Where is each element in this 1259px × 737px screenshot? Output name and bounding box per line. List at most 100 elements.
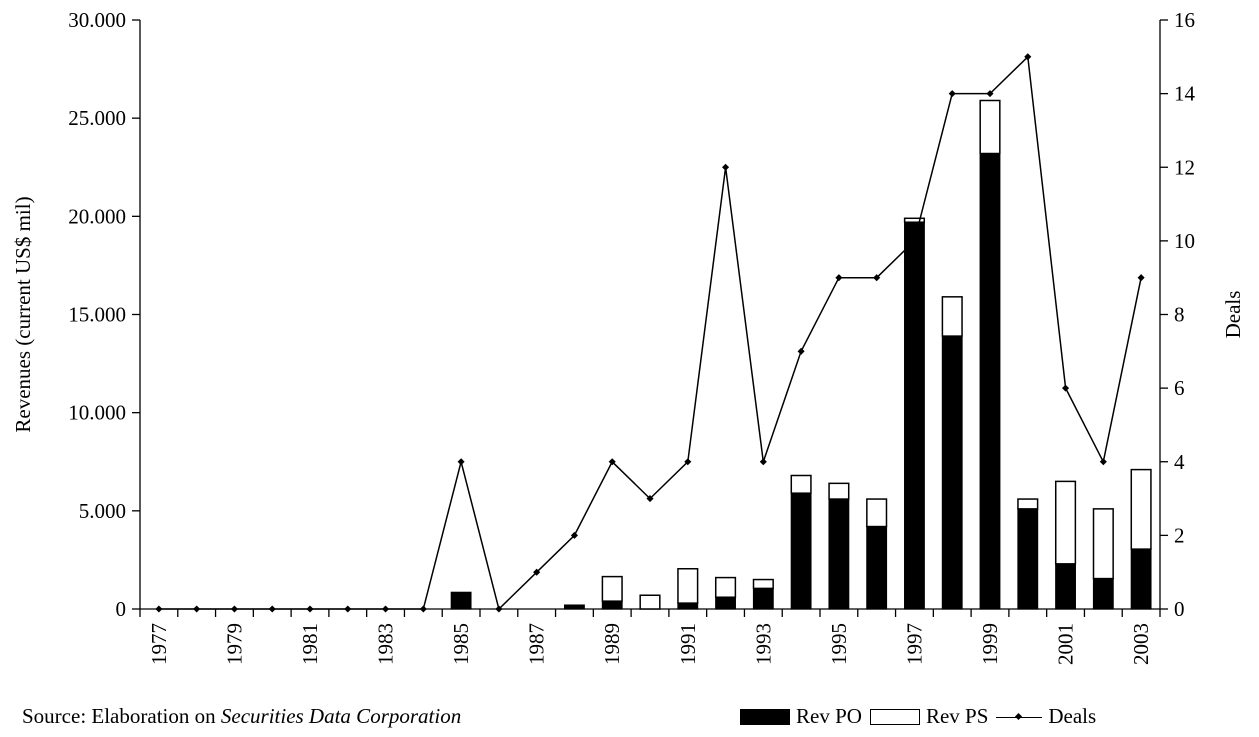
x-tick-label: 1997 [902, 623, 926, 665]
x-tick-label: 1977 [147, 623, 171, 665]
deals-point [608, 458, 616, 466]
bar-rev-ps [790, 474, 812, 494]
right-tick-label: 16 [1174, 8, 1195, 32]
deals-point [155, 605, 163, 613]
bar-rev-ps [601, 575, 623, 602]
legend-swatch-rev-ps [869, 708, 920, 725]
deals-point [193, 605, 201, 613]
left-tick-label: 20.000 [68, 204, 126, 228]
deals-point [306, 605, 314, 613]
bar-rev-po [904, 221, 925, 610]
x-tick-label: 1979 [222, 623, 246, 665]
bar-rev-ps [1017, 498, 1039, 510]
source-prefix: Source: Elaboration on [22, 704, 221, 728]
deals-point [382, 605, 390, 613]
bar-rev-ps [677, 568, 699, 604]
deals-point [570, 531, 578, 539]
right-tick-label: 8 [1174, 303, 1185, 327]
source-name: Securities Data Corporation [220, 704, 462, 728]
deals-point [1062, 384, 1070, 392]
x-tick-label: 1985 [449, 623, 473, 665]
x-tick-label: 1995 [827, 623, 851, 665]
deals-point [1137, 274, 1145, 282]
x-tick-label: 2003 [1129, 623, 1153, 665]
bar-rev-ps [941, 296, 963, 337]
deals-point [759, 458, 767, 466]
legend-label-deals: Deals [1048, 704, 1097, 728]
deals-point [722, 163, 730, 171]
bar-rev-po [941, 335, 963, 610]
x-tick-label: 1987 [525, 623, 549, 665]
right-tick-label: 14 [1174, 82, 1196, 106]
bar-rev-ps [979, 99, 1001, 155]
legend-item-rev-po: Rev PO [740, 704, 862, 729]
x-tick-label: 1989 [600, 623, 624, 665]
chart-axes [132, 19, 1168, 617]
deals-line [155, 53, 1145, 613]
deals-point [495, 605, 503, 613]
x-tick-label: 2001 [1054, 623, 1078, 665]
bar-rev-po [564, 604, 585, 610]
deals-point [268, 605, 276, 613]
right-tick-label: 0 [1174, 597, 1185, 621]
x-tick-label: 1993 [751, 623, 775, 665]
chart-legend: Rev PO Rev PS Deals [740, 704, 1104, 729]
left-tick-label: 15.000 [68, 303, 126, 327]
deals-point [684, 458, 692, 466]
deals-point [873, 274, 881, 282]
x-tick-label: 1999 [978, 623, 1002, 665]
deals-point [533, 568, 541, 576]
bar-rev-po [677, 602, 699, 610]
bar-rev-ps [1092, 508, 1114, 580]
bar-rev-po [601, 600, 623, 610]
legend-label-rev-ps: Rev PS [925, 704, 989, 728]
bar-rev-po [828, 498, 850, 610]
right-tick-label: 12 [1174, 155, 1195, 179]
deals-point [457, 458, 465, 466]
right-tick-label: 10 [1174, 229, 1195, 253]
bar-rev-po [1130, 548, 1152, 610]
left-tick-label: 0 [116, 597, 127, 621]
legend-swatch-rev-po [740, 708, 790, 725]
deals-point [1099, 458, 1107, 466]
legend-item-rev-ps: Rev PS [869, 704, 989, 729]
left-axis-title: Revenues (current US$ mil) [11, 196, 35, 432]
deals-point [646, 495, 654, 503]
bar-rev-ps [828, 482, 850, 500]
deals-point [835, 274, 843, 282]
source-note: Source: Elaboration on Securities Data C… [22, 704, 461, 729]
bar-rev-ps [752, 578, 774, 590]
x-tick-label: 1991 [676, 623, 700, 665]
bar-rev-ps [639, 594, 661, 610]
x-tick-label: 1983 [374, 623, 398, 665]
chart-labels: 0 5.000 10.000 15.000 20.000 25.000 30.000 0 2 4 6… [11, 8, 1245, 665]
legend-label-rev-po: Rev PO [796, 704, 862, 728]
right-tick-label: 2 [1174, 523, 1185, 547]
left-tick-label: 30.000 [68, 8, 126, 32]
legend-item-deals: Deals [996, 704, 1096, 729]
right-tick-label: 4 [1174, 450, 1185, 474]
deals-point [910, 237, 918, 245]
bar-rev-ps [1054, 480, 1077, 565]
bar-rev-ps [1130, 468, 1152, 550]
right-tick-label: 6 [1174, 376, 1185, 400]
bar-rev-po [752, 587, 774, 610]
left-tick-label: 25.000 [68, 106, 126, 130]
bar-rev-po [979, 152, 1001, 610]
legend-line-deals [996, 709, 1043, 725]
bar-rev-ps [903, 217, 926, 223]
left-tick-label: 5.000 [79, 499, 126, 523]
bar-rev-po [866, 525, 888, 610]
bar-rev-po [715, 596, 736, 610]
revenues-deals-chart: 0 5.000 10.000 15.000 20.000 25.000 30.000 0 2 4 6… [11, 8, 1245, 665]
bar-rev-po [1017, 508, 1039, 610]
deals-point [344, 605, 352, 613]
deals-point [797, 347, 805, 355]
deals-point [948, 90, 956, 98]
deals-point [986, 90, 994, 98]
bar-rev-po [790, 492, 812, 610]
chart-bars [450, 99, 1152, 610]
bar-rev-ps [866, 498, 888, 528]
deals-point [230, 605, 238, 613]
deals-point [419, 605, 427, 613]
